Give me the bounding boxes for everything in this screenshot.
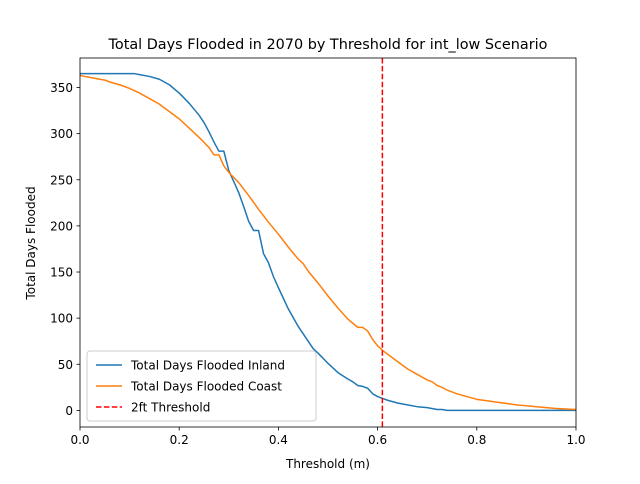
- y-tick-label: 350: [50, 81, 73, 95]
- x-axis: 0.0 0.2 0.4 0.6 0.8 1.0: [70, 427, 586, 447]
- plot-frame: [79, 57, 577, 428]
- y-tick-label: 150: [50, 266, 73, 280]
- y-axis-label: Total Days Flooded: [24, 186, 38, 300]
- y-tick-label: 100: [50, 312, 73, 326]
- y-tick-label: 200: [50, 219, 73, 233]
- series-total-days-flooded-inland-line: [80, 72, 576, 412]
- x-tick-label: 0.6: [368, 433, 387, 447]
- y-axis: 0 50 100 150 200 250 300 350: [50, 81, 80, 418]
- x-tick-label: 0.0: [70, 433, 89, 447]
- y-tick-label: 50: [58, 358, 73, 372]
- x-tick-label: 0.8: [467, 433, 486, 447]
- chart-title: Total Days Flooded in 2070 by Threshold …: [108, 37, 548, 53]
- legend: Total Days Flooded Inland Total Days Floo…: [86, 350, 317, 422]
- x-tick-label: 1.0: [566, 433, 585, 447]
- x-axis-label: Threshold (m): [285, 457, 370, 471]
- legend-box: [86, 350, 317, 422]
- legend-total-days-flooded-coast-label: Total Days Flooded Coast: [130, 380, 282, 394]
- x-tick-label: 0.4: [269, 433, 288, 447]
- y-tick-label: 0: [65, 404, 73, 418]
- legend-total-days-flooded-inland-label: Total Days Flooded Inland: [130, 359, 285, 373]
- plot-area: [79, 57, 577, 428]
- y-tick-label: 250: [50, 173, 73, 187]
- x-tick-label: 0.2: [170, 433, 189, 447]
- y-tick-label: 300: [50, 127, 73, 141]
- series-total-days-flooded-coast-line: [80, 74, 576, 411]
- legend-2ft-threshold-label: 2ft Threshold: [131, 401, 210, 415]
